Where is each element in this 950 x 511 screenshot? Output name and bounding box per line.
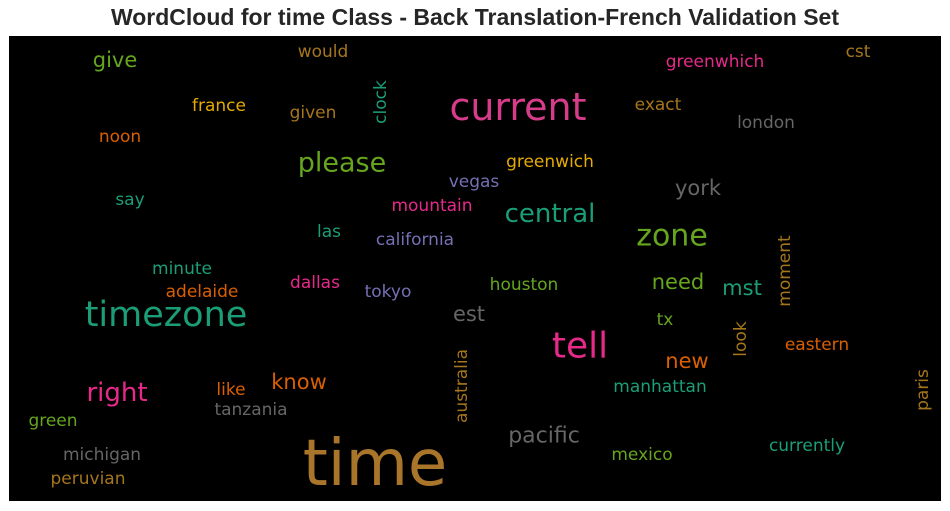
word-manhattan: manhattan: [613, 377, 706, 397]
word-mexico: mexico: [611, 445, 672, 465]
wordcloud-panel: time current timezone tell please zone central…: [9, 36, 941, 501]
word-new: new: [665, 349, 708, 373]
word-currently: currently: [769, 436, 845, 456]
word-vegas: vegas: [449, 172, 500, 192]
word-mountain: mountain: [391, 196, 472, 216]
word-peruvian: peruvian: [51, 469, 126, 489]
word-paris: paris: [913, 369, 933, 411]
word-michigan: michigan: [63, 445, 141, 465]
word-tokyo: tokyo: [365, 282, 412, 302]
word-california: california: [376, 230, 454, 250]
word-green: green: [28, 411, 77, 431]
word-need: need: [652, 270, 704, 294]
word-minute: minute: [152, 259, 212, 279]
word-york: york: [675, 176, 722, 200]
word-greenwich: greenwich: [506, 152, 594, 172]
word-eastern: eastern: [785, 335, 849, 355]
word-adelaide: adelaide: [166, 282, 239, 302]
word-central: central: [505, 199, 596, 229]
word-clock: clock: [371, 80, 391, 124]
word-exact: exact: [635, 95, 682, 115]
word-zone: zone: [636, 219, 708, 254]
chart-title: WordCloud for time Class - Back Translat…: [110, 4, 840, 30]
word-houston: houston: [490, 275, 559, 295]
word-moment: moment: [775, 235, 795, 307]
word-give: give: [93, 48, 138, 72]
word-right: right: [86, 378, 147, 408]
word-time: time: [303, 427, 448, 501]
wordcloud-svg: time current timezone tell please zone central…: [28, 42, 933, 501]
word-tanzania: tanzania: [214, 400, 287, 420]
word-mst: mst: [722, 276, 762, 300]
word-would: would: [298, 42, 349, 62]
word-please: please: [298, 148, 386, 179]
word-greenwhich: greenwhich: [666, 52, 765, 72]
word-cst: cst: [846, 42, 871, 62]
word-pacific: pacific: [508, 424, 580, 449]
word-tell: tell: [552, 326, 608, 367]
word-like: like: [216, 380, 245, 400]
word-timezone: timezone: [85, 295, 248, 335]
word-tx: tx: [657, 310, 674, 330]
word-france: france: [192, 96, 246, 116]
word-est: est: [453, 302, 485, 326]
word-say: say: [115, 190, 144, 210]
word-current: current: [449, 85, 586, 129]
word-noon: noon: [99, 127, 141, 147]
word-given: given: [290, 103, 337, 123]
word-know: know: [271, 370, 327, 394]
word-las: las: [317, 222, 341, 242]
word-dallas: dallas: [290, 273, 340, 293]
word-london: london: [737, 113, 795, 133]
word-australia: australia: [452, 349, 472, 423]
word-look: look: [731, 321, 751, 357]
